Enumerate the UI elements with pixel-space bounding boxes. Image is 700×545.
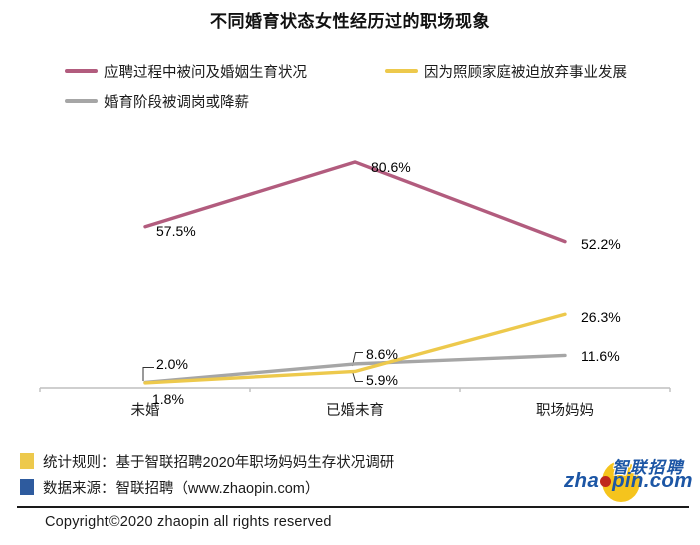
footnote-data-source: 数据来源：智联招聘（www.zhaopin.com） — [20, 478, 320, 497]
legend-label: 婚育阶段被调岗或降薪 — [104, 94, 249, 111]
legend-line-swatch-gray — [65, 99, 98, 103]
series-line-1 — [143, 312, 567, 385]
footnote-text: 统计规则：基于智联招聘2020年职场妈妈生存状况调研 — [43, 454, 395, 471]
chart-title: 不同婚育状态女性经历过的职场现象 — [210, 12, 490, 31]
logo-chinese-text: 智联招聘 — [612, 459, 684, 477]
x-axis-category-label: 职场妈妈 — [536, 402, 594, 419]
footnote-text: 数据来源：智联招聘（www.zhaopin.com） — [43, 480, 320, 497]
logo-domain-text: zha pin.com — [564, 469, 693, 493]
x-axis-category-label: 未婚 — [131, 402, 160, 419]
legend-item-family: 因为照顾家庭被迫放弃事业发展 — [385, 63, 627, 81]
logo-text-pin-com: pin.com — [612, 469, 693, 492]
data-label: 11.6% — [581, 348, 620, 364]
yellow-square-bullet — [20, 453, 34, 469]
data-label: 1.8% — [152, 391, 184, 407]
legend-line-swatch-pink — [65, 69, 98, 73]
series-line-2 — [143, 353, 567, 385]
legend-label: 应聘过程中被问及婚姻生育状况 — [104, 64, 307, 81]
footnote-statistics-rule: 统计规则：基于智联招聘2020年职场妈妈生存状况调研 — [20, 452, 395, 471]
logo-text-zha: zha — [564, 469, 600, 492]
legend-item-demotion: 婚育阶段被调岗或降薪 — [65, 93, 249, 111]
label-leader-line — [352, 371, 363, 382]
label-leader-line — [142, 367, 154, 381]
data-label: 80.6% — [371, 159, 411, 175]
legend-item-interview: 应聘过程中被问及婚姻生育状况 — [65, 63, 307, 81]
data-label: 26.3% — [581, 309, 621, 325]
x-axis-category-label: 已婚未育 — [326, 402, 384, 419]
series-line-0 — [143, 160, 567, 244]
logo-red-dot-icon — [600, 476, 612, 487]
blue-square-bullet — [20, 479, 34, 495]
footer-divider — [17, 506, 689, 508]
legend-label: 因为照顾家庭被迫放弃事业发展 — [424, 64, 627, 81]
data-label: 2.0% — [156, 356, 188, 372]
copyright-text: Copyright©2020 zhaopin all rights reserv… — [45, 514, 332, 530]
data-label: 5.9% — [366, 372, 398, 388]
data-label: 52.2% — [581, 236, 621, 252]
data-label: 57.5% — [156, 223, 196, 239]
legend-line-swatch-yellow — [385, 69, 418, 73]
data-label: 8.6% — [366, 346, 398, 362]
label-leader-line — [352, 352, 363, 367]
zhaopin-logo: 智联招聘 zha pin.com — [563, 442, 698, 506]
